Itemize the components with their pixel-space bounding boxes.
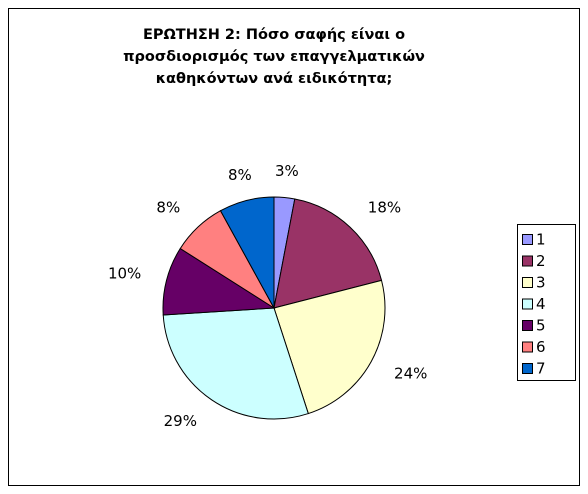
- data-label: 10%: [108, 264, 141, 282]
- legend-label: 1: [536, 231, 546, 249]
- pie-slice: [273, 198, 383, 309]
- data-label: 29%: [164, 412, 197, 430]
- legend-swatch: [522, 277, 533, 288]
- pie-slice: [273, 279, 386, 415]
- legend-label: 5: [536, 317, 546, 335]
- data-label: 8%: [156, 199, 180, 217]
- legend-label: 6: [536, 338, 546, 356]
- data-label: 8%: [228, 166, 252, 184]
- data-label: 24%: [394, 365, 427, 383]
- pie-slice: [162, 307, 309, 420]
- legend-swatch: [522, 298, 533, 310]
- legend-label: 4: [536, 295, 546, 313]
- legend-label: 2: [536, 252, 546, 270]
- legend-swatch: [522, 234, 533, 245]
- legend-label: 3: [536, 274, 546, 292]
- legend-label: 7: [536, 360, 546, 378]
- data-label: 18%: [368, 199, 401, 217]
- legend-swatch: [522, 320, 533, 331]
- legend-swatch: [522, 341, 533, 353]
- data-label: 3%: [275, 162, 299, 180]
- pie-slice: [219, 196, 275, 309]
- legend-swatch: [522, 363, 533, 374]
- legend-swatch: [522, 255, 533, 267]
- chart-title: ΕΡΩΤΗΣΗ 2: Πόσο σαφής είναι ο προσδιορισ…: [123, 27, 425, 87]
